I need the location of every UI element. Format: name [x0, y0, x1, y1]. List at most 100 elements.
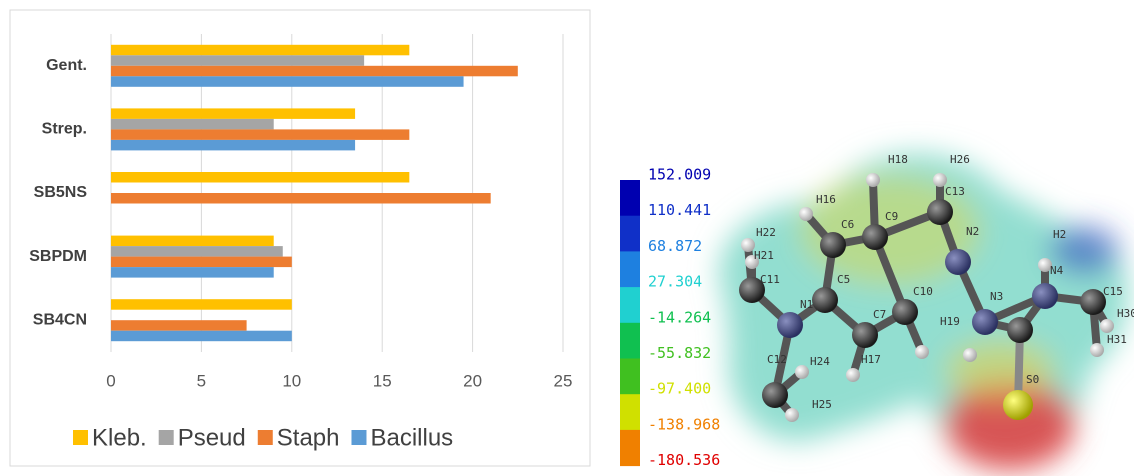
- atom: [852, 322, 878, 348]
- scale-block: [620, 430, 640, 466]
- atom-label: C11: [760, 273, 780, 286]
- scale-label: -55.832: [648, 344, 711, 362]
- bar: [111, 246, 283, 257]
- atom-label: C7: [873, 308, 886, 321]
- atom-label: C13: [945, 185, 965, 198]
- atom: [1007, 317, 1033, 343]
- atom: [963, 348, 977, 362]
- legend-swatch: [258, 430, 273, 445]
- atom: [795, 365, 809, 379]
- scale-block: [620, 323, 640, 359]
- legend-swatch: [73, 430, 88, 445]
- atom: [862, 224, 888, 250]
- bar: [111, 257, 292, 268]
- atom: [927, 199, 953, 225]
- atom-label: H24: [810, 355, 830, 368]
- atom: [846, 368, 860, 382]
- atom-label: H26: [950, 153, 970, 166]
- atom: [866, 173, 880, 187]
- scale-label: 27.304: [648, 273, 702, 291]
- atom-label: C10: [913, 285, 933, 298]
- atom-label: H31: [1107, 333, 1127, 346]
- x-tick-label: 25: [554, 371, 573, 390]
- legend-label: Pseud: [178, 424, 246, 451]
- bar: [111, 55, 364, 66]
- scale-label: -14.264: [648, 308, 711, 326]
- figure: 0 5 10 15 20 25 Gent. Strep. SB5NS SBPDM SB4CN Kleb…: [0, 0, 1134, 476]
- bar: [111, 108, 355, 119]
- bar: [111, 331, 292, 342]
- atom-label: N1: [800, 298, 813, 311]
- atom: [972, 309, 998, 335]
- legend-label: Staph: [277, 424, 340, 451]
- atom: [1090, 343, 1104, 357]
- atom-label: H16: [816, 193, 836, 206]
- category-label: Strep.: [42, 121, 87, 138]
- scale-block: [620, 216, 640, 252]
- scale-block: [620, 287, 640, 323]
- atom: [777, 312, 803, 338]
- scale-label: 152.009: [648, 166, 711, 184]
- legend-swatch: [351, 430, 366, 445]
- atom-label: S0: [1026, 373, 1039, 386]
- bar: [111, 320, 247, 331]
- atom-label: H19: [940, 315, 960, 328]
- atom: [741, 238, 755, 252]
- color-scale: 152.009 110.441 68.872 27.304 -14.264 -55.832…: [620, 166, 720, 470]
- scale-label: -180.536: [648, 451, 720, 469]
- x-tick-label: 0: [106, 371, 115, 390]
- scale-label: -138.968: [648, 415, 720, 433]
- atom: [915, 345, 929, 359]
- bar: [111, 236, 274, 247]
- x-tick-label: 5: [197, 371, 206, 390]
- atom: [1100, 319, 1114, 333]
- bar: [111, 76, 464, 87]
- atom-label: H22: [756, 226, 776, 239]
- scale-block: [620, 180, 640, 216]
- x-tick-label: 10: [282, 371, 301, 390]
- atom-label: H17: [861, 353, 881, 366]
- bar: [111, 299, 292, 310]
- atom-label: N2: [966, 225, 979, 238]
- atom: [820, 232, 846, 258]
- bar: [111, 66, 518, 77]
- atom-label: C12: [767, 353, 787, 366]
- category-label: SB4CN: [33, 311, 87, 328]
- scale-block: [620, 251, 640, 287]
- atom-label: H2: [1053, 228, 1066, 241]
- scale-block: [620, 359, 640, 395]
- scale-label: 68.872: [648, 237, 702, 255]
- legend-swatch: [159, 430, 174, 445]
- category-label: Gent.: [46, 57, 87, 74]
- x-tick-label: 15: [373, 371, 392, 390]
- category-label: SBPDM: [29, 248, 87, 265]
- bar: [111, 45, 409, 56]
- atom: [799, 207, 813, 221]
- atom-label: N3: [990, 290, 1003, 303]
- atom-label: N4: [1050, 264, 1064, 277]
- legend-label: Bacillus: [370, 424, 453, 451]
- atom-label: C15: [1103, 285, 1123, 298]
- bar: [111, 193, 491, 204]
- atom-label: H25: [812, 398, 832, 411]
- atom-label: C5: [837, 273, 850, 286]
- atom: [1003, 390, 1033, 420]
- x-tick-label: 20: [463, 371, 482, 390]
- category-label: SB5NS: [34, 184, 88, 201]
- page: {"chart_data": {"type": "hbar", "categor…: [0, 0, 1134, 476]
- atom: [812, 287, 838, 313]
- atom: [892, 299, 918, 325]
- atom-label: C9: [885, 210, 898, 223]
- legend-label: Kleb.: [92, 424, 147, 451]
- atom: [762, 382, 788, 408]
- scale-label: 110.441: [648, 201, 711, 219]
- atom: [785, 408, 799, 422]
- atom-label: H18: [888, 153, 908, 166]
- atom-label: H21: [754, 249, 774, 262]
- bar: [111, 267, 274, 278]
- bar: [111, 172, 409, 183]
- atom-label: H30: [1117, 307, 1134, 320]
- atom: [945, 249, 971, 275]
- bar: [111, 129, 409, 140]
- scale-block: [620, 394, 640, 430]
